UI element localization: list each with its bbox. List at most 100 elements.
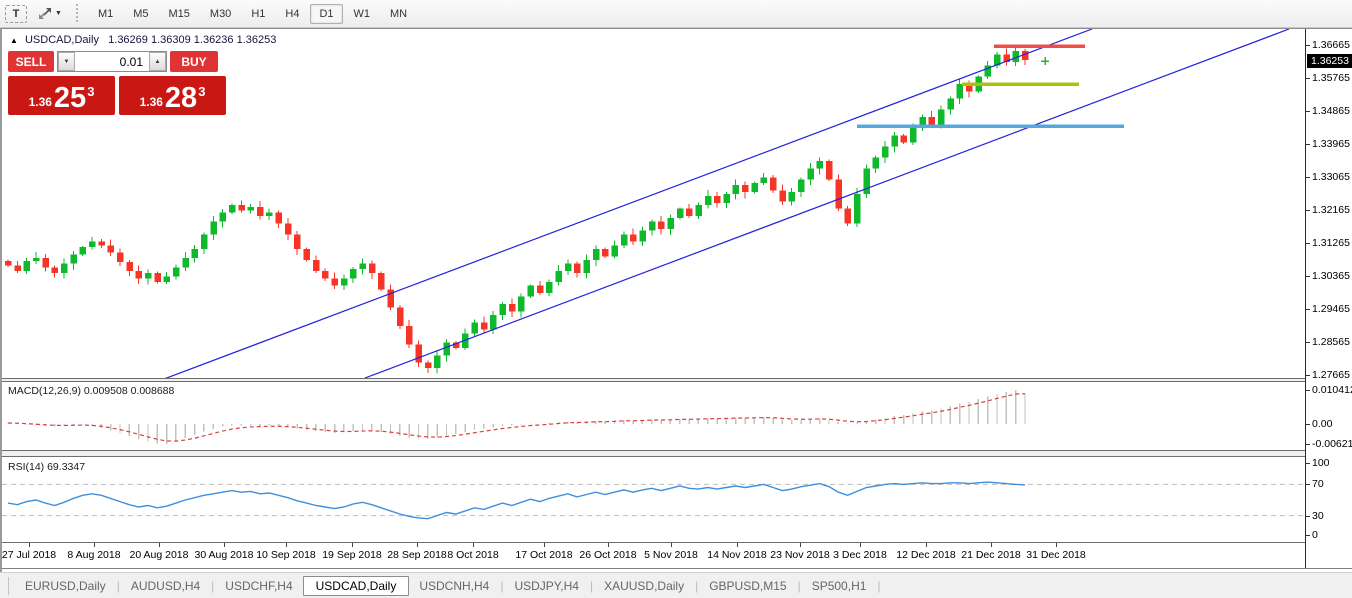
text-label-tool-icon[interactable]: T [5, 4, 27, 23]
tab-usdchf-h4[interactable]: USDCHF,H4 [225, 579, 293, 593]
buy-price-point: 3 [198, 84, 206, 99]
axis-tick [1306, 463, 1310, 464]
chart-symbol-period: USDCAD,Daily [24, 34, 99, 46]
toolbar-grip[interactable] [74, 3, 80, 24]
sell-price-point: 3 [87, 84, 95, 99]
tab-xauusd-daily[interactable]: XAUUSD,Daily [604, 579, 685, 593]
tab-usdcnh-h4[interactable]: USDCNH,H4 [419, 579, 490, 593]
tab-separator: | [500, 579, 504, 593]
time-axis-label: 27 Jul 2018 [1, 549, 57, 561]
axis-tick [1306, 516, 1310, 517]
timeframe-m30[interactable]: M30 [209, 7, 232, 20]
timeframe-mn[interactable]: MN [390, 7, 408, 20]
top-toolbar: T ▼ M1 M5 M15 M30 H1 H4 D1 W1 MN [0, 0, 1352, 28]
axis-tick [1306, 45, 1310, 46]
axis-tick [1306, 444, 1310, 445]
time-axis-label: 28 Sep 2018 [387, 549, 447, 561]
macd-tick-label: 0.00 [1312, 418, 1333, 430]
axis-tick [1306, 535, 1310, 536]
price-tick-label: 1.27665 [1312, 369, 1350, 381]
price-tick-label: 1.32165 [1312, 204, 1350, 216]
time-axis-tick [29, 543, 30, 547]
macd-indicator-label: MACD(12,26,9) 0.009508 0.008688 [8, 385, 175, 397]
arrows-tool-icon[interactable]: ▼ [37, 3, 63, 25]
time-axis-tick [286, 543, 287, 547]
tab-gbpusd-m15[interactable]: GBPUSD,M15 [709, 579, 787, 593]
tab-usdcad-daily[interactable]: USDCAD,Daily [302, 576, 410, 596]
price-tick-label: 1.29465 [1312, 303, 1350, 315]
rsi-tick-label: 0 [1312, 529, 1318, 541]
time-axis-tick [159, 543, 160, 547]
time-axis-label: 5 Nov 2018 [644, 549, 698, 561]
chart-window: ▲ USDCAD,Daily 1.36269 1.36309 1.36236 1… [0, 28, 1352, 573]
time-axis-label: 23 Nov 2018 [770, 549, 830, 561]
time-axis-label: 30 Aug 2018 [194, 549, 254, 561]
price-axis[interactable]: 1.36665 1.35765 1.34865 1.33965 1.33065 1.321… [1305, 29, 1352, 568]
time-axis-label: 10 Sep 2018 [256, 549, 316, 561]
buy-button[interactable]: BUY [170, 51, 218, 72]
sell-price-prefix: 1.36 [28, 95, 52, 109]
rsi-panel-canvas[interactable] [2, 458, 1305, 542]
panel-splitter[interactable] [2, 450, 1352, 457]
time-axis-label: 26 Oct 2018 [579, 549, 637, 561]
time-axis[interactable]: 27 Jul 2018 8 Aug 2018 20 Aug 2018 30 Aug 2… [2, 543, 1352, 569]
timeframe-h1[interactable]: H1 [251, 7, 266, 20]
sell-price-display[interactable]: 1.36 25 3 [8, 76, 115, 115]
buy-price-display[interactable]: 1.36 28 3 [119, 76, 226, 115]
tab-separator: | [797, 579, 801, 593]
time-axis-tick [737, 543, 738, 547]
chevron-down-icon[interactable]: ▼ [55, 10, 62, 17]
axis-tick [1306, 424, 1310, 425]
tab-usdjpy-h4[interactable]: USDJPY,H4 [514, 579, 579, 593]
time-axis-tick [352, 543, 353, 547]
macd-tick-label: 0.010412 [1312, 384, 1352, 396]
axis-tick [1306, 78, 1310, 79]
volume-decrease-button[interactable]: ▼ [58, 52, 75, 71]
panel-splitter[interactable] [2, 378, 1352, 382]
timeframe-d1[interactable]: D1 [310, 3, 343, 24]
tab-separator: | [877, 579, 881, 593]
price-chart-canvas[interactable] [2, 29, 1305, 378]
time-axis-label: 14 Nov 2018 [707, 549, 767, 561]
axis-tick [1306, 484, 1310, 485]
buy-price-prefix: 1.36 [139, 95, 163, 109]
time-axis-label: 12 Dec 2018 [896, 549, 956, 561]
buy-price-pips: 28 [164, 82, 198, 114]
axis-tick [1306, 177, 1310, 178]
tab-audusd-h4[interactable]: AUDUSD,H4 [130, 579, 201, 593]
volume-input[interactable] [75, 52, 149, 71]
collapse-triangle-icon[interactable]: ▲ [10, 36, 18, 45]
time-axis-label: 20 Aug 2018 [129, 549, 189, 561]
timeframe-m5[interactable]: M5 [133, 7, 149, 20]
axis-tick [1306, 210, 1310, 211]
sell-price-pips: 25 [53, 82, 87, 114]
price-tick-label: 1.30365 [1312, 270, 1350, 282]
timeframe-w1[interactable]: W1 [353, 7, 371, 20]
time-axis-tick [991, 543, 992, 547]
tab-sp500-h1[interactable]: SP500,H1 [811, 579, 867, 593]
timeframe-m15[interactable]: M15 [168, 7, 190, 20]
rsi-tick-label: 70 [1312, 478, 1324, 490]
tab-eurusd-daily[interactable]: EURUSD,Daily [25, 579, 106, 593]
sell-button[interactable]: SELL [8, 51, 54, 72]
time-axis-tick [417, 543, 418, 547]
timeframe-h4[interactable]: H4 [285, 7, 300, 20]
price-tick-label: 1.28565 [1312, 336, 1350, 348]
macd-tick-label: -0.006215 [1312, 438, 1352, 450]
one-click-trading-panel: SELL ▼ ▲ BUY 1.36 25 3 1.36 28 3 [8, 51, 228, 115]
time-axis-tick [544, 543, 545, 547]
time-axis-tick [926, 543, 927, 547]
axis-tick [1306, 111, 1310, 112]
axis-tick [1306, 243, 1310, 244]
time-axis-tick [671, 543, 672, 547]
macd-panel-canvas[interactable] [2, 382, 1305, 447]
tab-separator: | [116, 579, 120, 593]
time-axis-tick [800, 543, 801, 547]
tab-bar-edge [0, 577, 9, 595]
axis-tick [1306, 276, 1310, 277]
tab-separator: | [589, 579, 594, 593]
volume-increase-button[interactable]: ▲ [149, 52, 166, 71]
timeframe-m1[interactable]: M1 [97, 7, 114, 20]
axis-tick [1306, 375, 1310, 376]
rsi-tick-label: 100 [1312, 457, 1330, 469]
